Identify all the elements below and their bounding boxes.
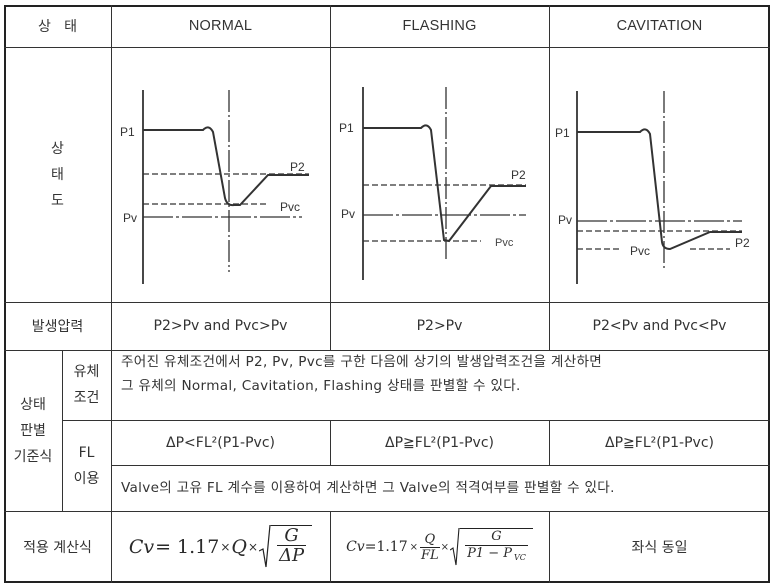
fl-condition-cavitation: ΔP≧FL²(P1-Pvc)	[549, 420, 770, 465]
label-line: 기준식	[13, 448, 53, 465]
p2-label: P2	[511, 168, 526, 182]
pressure-normal: P2>Pv and Pvc>Pv	[111, 302, 330, 350]
pv-label: Pv	[123, 211, 137, 225]
col-divider	[62, 350, 63, 511]
denominator-main: P1 − P	[467, 545, 512, 561]
times-symbol: ×	[248, 540, 259, 554]
label-line: FL	[78, 444, 95, 461]
p1-label: P1	[555, 126, 570, 140]
q-over-fl-fraction: Q FL	[420, 532, 440, 563]
flashing-diagram: P1 P2 Pv Pvc	[331, 48, 548, 301]
p1-label: P1	[339, 121, 354, 135]
normal-diagram: P1 P2 Pvc Pv	[112, 48, 329, 301]
header-cavitation: CAVITATION	[549, 5, 770, 47]
fl-condition-text: ΔP≧FL²(P1-Pvc)	[605, 434, 714, 451]
formula-lhs: Cv	[346, 539, 365, 555]
col-divider	[330, 511, 331, 583]
times-symbol: ×	[440, 541, 450, 553]
pressure-flashing: P2>Pv	[330, 302, 549, 350]
formula-normal: Cv = 1.17 × Q × G ΔP	[111, 511, 330, 583]
formula-coef: =1.17	[364, 539, 408, 555]
label-line: 상태	[20, 396, 46, 413]
fl-usage-label: FL 이용	[62, 420, 111, 511]
cavitation-flashing-table	[4, 5, 770, 583]
col-divider	[330, 5, 331, 350]
fl-usage-note: Valve의 고유 FL 계수를 이용하여 계산하면 그 Valve의 적격여부…	[111, 465, 770, 511]
label-line: 태	[51, 166, 64, 183]
row-divider	[4, 511, 770, 512]
pvc-label: Pvc	[280, 200, 300, 214]
pv-label: Pv	[558, 213, 572, 227]
formula-label-text: 적용 계산식	[23, 540, 92, 556]
times-symbol: ×	[220, 540, 231, 554]
row-divider	[4, 350, 770, 351]
label-line: 조건	[73, 390, 100, 406]
fluid-condition-label: 유체 조건	[62, 350, 111, 420]
paragraph-line: 주어진 유체조건에서 P2, Pv, Pvc를 구한 다음에 상기의 발생압력조…	[121, 354, 603, 370]
fraction-denominator: P1 − P VC	[465, 544, 528, 567]
row-divider	[111, 465, 770, 466]
col-divider	[549, 5, 550, 350]
fraction-numerator: G	[491, 528, 502, 544]
formula-coef: = 1.17	[155, 536, 220, 558]
label-line: 이용	[73, 470, 100, 487]
col-divider	[111, 5, 112, 583]
pvc-label: Pvc	[495, 237, 514, 249]
col-divider	[330, 420, 331, 465]
pressure-cavitation: P2<Pv and Pvc<Pv	[549, 302, 770, 350]
sqrt-symbol: G ΔP	[259, 525, 313, 569]
paragraph-line: 그 유체의 Normal, Cavitation, Flashing 상태를 판…	[121, 378, 521, 394]
formula-flashing: Cv =1.17 × Q FL × G P1 − P VC	[330, 511, 549, 583]
times-symbol: ×	[409, 541, 419, 553]
col-divider	[549, 420, 550, 465]
fl-note-text: Valve의 고유 FL 계수를 이용하여 계산하면 그 Valve의 적격여부…	[121, 480, 615, 496]
formula-q: Q	[231, 536, 247, 558]
pvc-label: Pvc	[630, 244, 650, 258]
fl-condition-text: ΔP≧FL²(P1-Pvc)	[385, 434, 494, 451]
fl-condition-flashing: ΔP≧FL²(P1-Pvc)	[330, 420, 549, 465]
pressure-cavitation-text: P2<Pv and Pvc<Pv	[592, 318, 727, 334]
fl-condition-normal: ΔP<FL²(P1-Pvc)	[111, 420, 330, 465]
diagram-row-label: 상 태 도	[4, 47, 111, 302]
p2-label: P2	[735, 236, 750, 250]
label-line: 판별	[20, 422, 46, 439]
label-line: 도	[51, 192, 64, 209]
fraction-numerator: G	[284, 525, 299, 546]
cavitation-diagram: P1 Pv Pvc P2	[550, 48, 769, 301]
pressure-normal-text: P2>Pv and Pvc>Pv	[153, 318, 288, 334]
p1-label: P1	[120, 125, 135, 139]
header-state-text: 상 태	[37, 19, 78, 35]
label-line: 상	[51, 140, 64, 157]
header-flashing: FLASHING	[330, 5, 549, 47]
pressure-flashing-text: P2>Pv	[416, 318, 463, 334]
header-flashing-text: FLASHING	[402, 18, 477, 34]
pressure-row-label: 발생압력	[4, 302, 111, 350]
criteria-section-label: 상태 판별 기준식	[4, 350, 62, 511]
pressure-label-text: 발생압력	[31, 319, 84, 335]
row-divider	[62, 420, 770, 421]
fluid-condition-text: 주어진 유체조건에서 P2, Pv, Pvc를 구한 다음에 상기의 발생압력조…	[111, 350, 770, 420]
formula-cavitation: 좌식 동일	[549, 511, 770, 583]
denominator-subscript: VC	[514, 553, 526, 563]
header-cavitation-text: CAVITATION	[616, 18, 703, 34]
fraction-denominator: FL	[420, 546, 440, 563]
header-normal: NORMAL	[111, 5, 330, 47]
pv-label: Pv	[341, 207, 355, 221]
col-divider	[549, 511, 550, 583]
fl-condition-text: ΔP<FL²(P1-Pvc)	[166, 434, 275, 451]
sqrt-symbol: G P1 − P VC	[450, 527, 533, 567]
fraction-denominator: ΔP	[277, 545, 307, 566]
row-divider	[4, 302, 770, 303]
header-state-label: 상 태	[4, 5, 111, 47]
formula-lhs: Cv	[128, 536, 155, 558]
formula-row-label: 적용 계산식	[4, 511, 111, 583]
fraction-numerator: Q	[424, 531, 436, 547]
header-normal-text: NORMAL	[188, 18, 253, 34]
row-divider	[4, 47, 770, 48]
formula-cavitation-text: 좌식 동일	[631, 540, 688, 556]
p2-label: P2	[290, 160, 305, 174]
label-line: 유체	[73, 364, 100, 380]
